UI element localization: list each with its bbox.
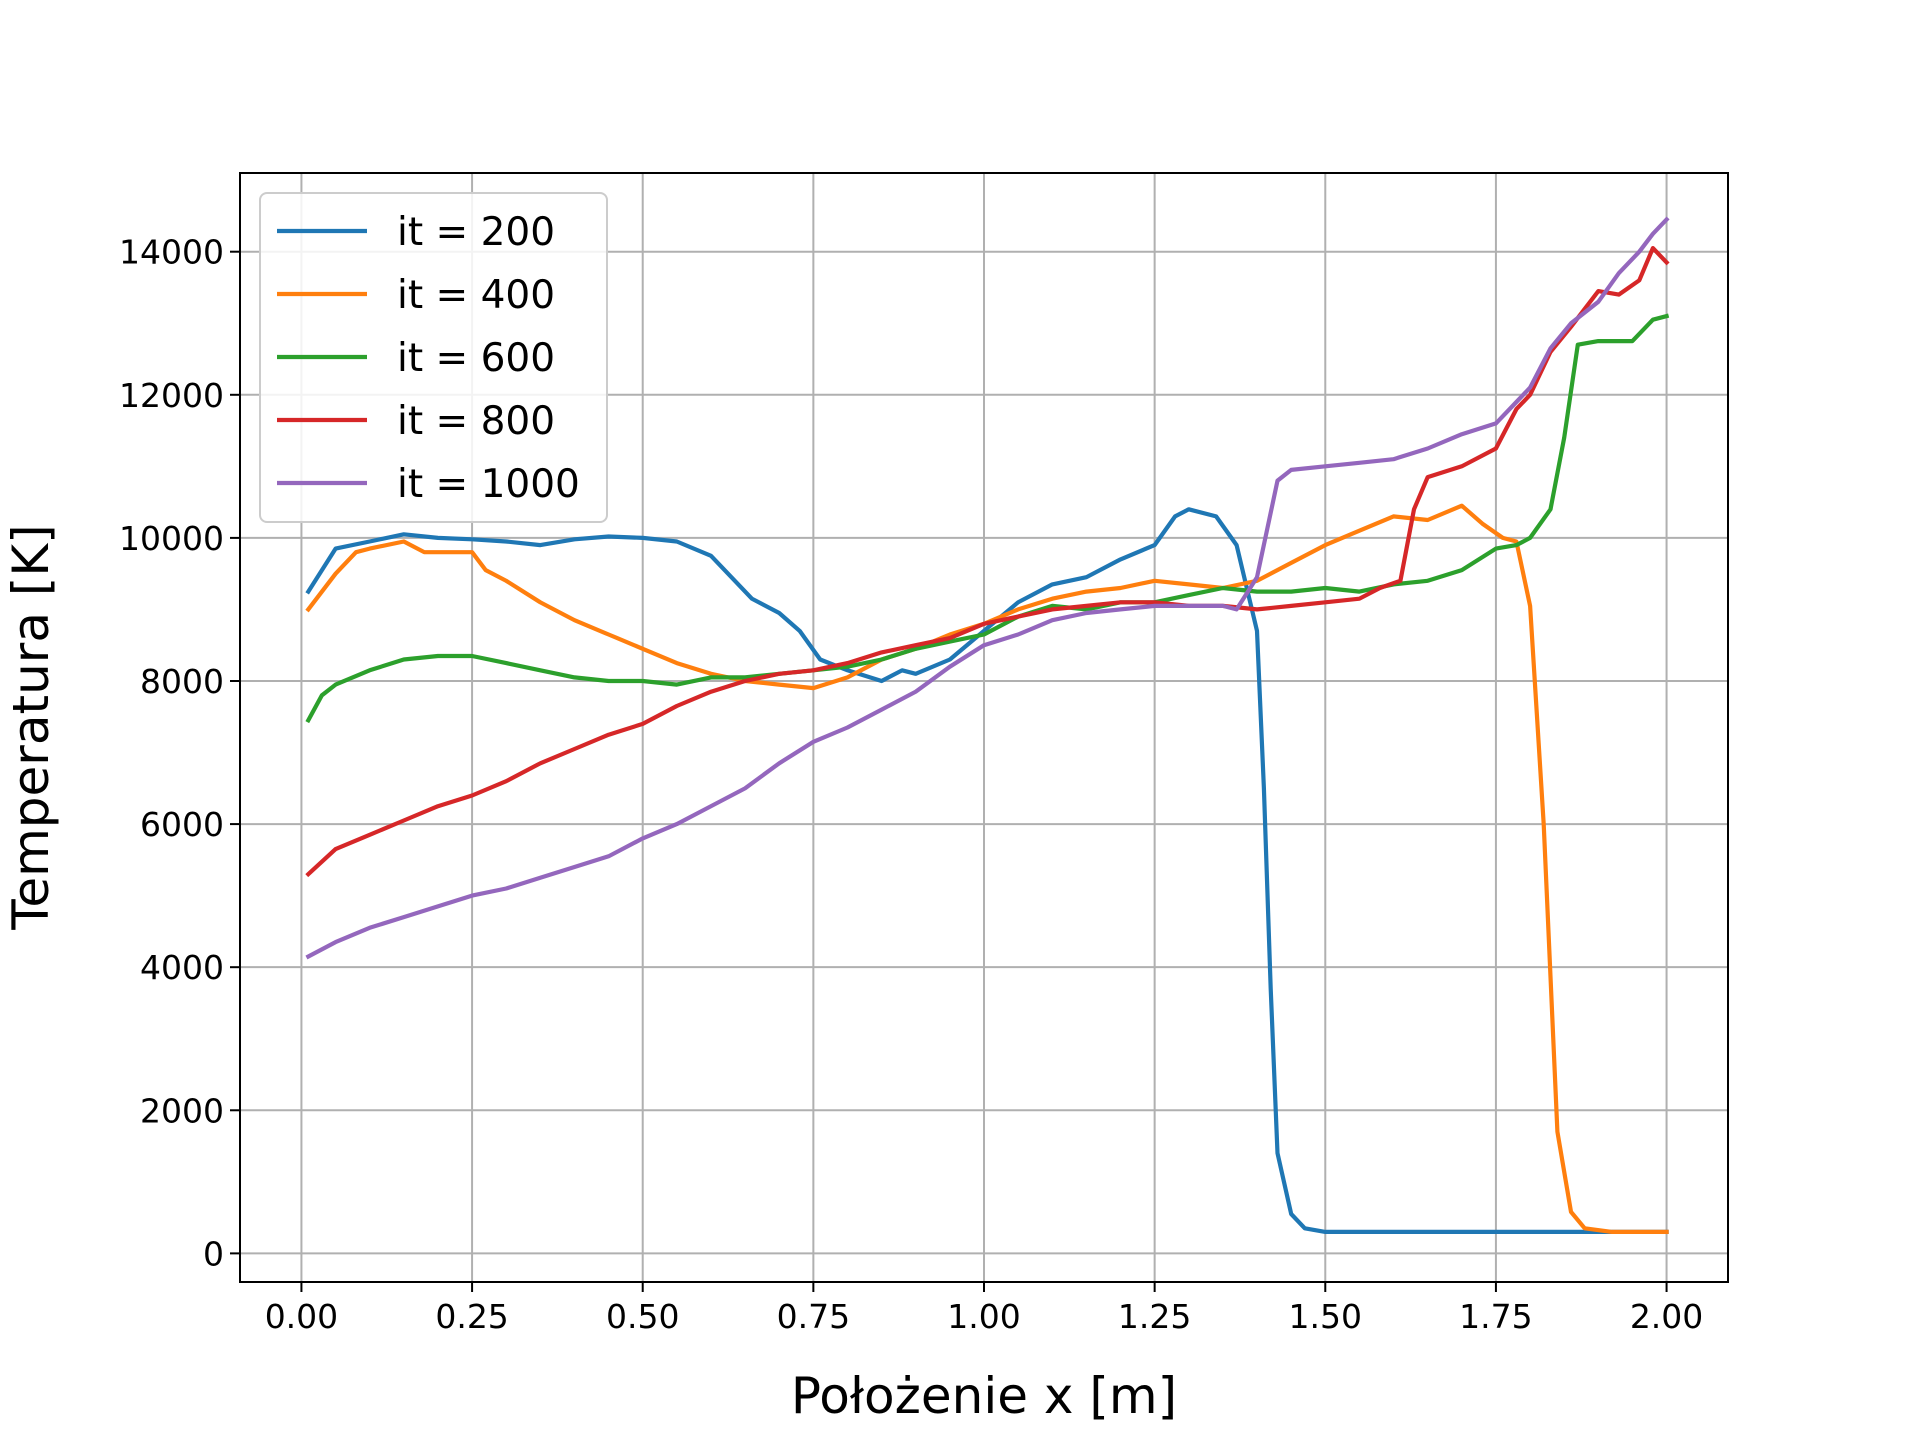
x-tick-label: 2.00 xyxy=(1630,1297,1703,1336)
legend-label: it = 1000 xyxy=(397,462,580,507)
x-tick-label: 0.00 xyxy=(265,1297,338,1336)
y-axis-label: Temperatura [K] xyxy=(2,524,60,930)
y-tick-label: 2000 xyxy=(140,1091,224,1130)
x-tick-label: 0.75 xyxy=(777,1297,850,1336)
legend-label: it = 400 xyxy=(397,273,555,318)
y-tick-label: 4000 xyxy=(140,948,224,987)
x-tick-label: 1.00 xyxy=(947,1297,1020,1336)
x-tick-label: 1.25 xyxy=(1118,1297,1191,1336)
y-tick-label: 10000 xyxy=(119,519,224,558)
x-tick-label: 0.50 xyxy=(606,1297,679,1336)
y-tick-label: 14000 xyxy=(119,233,224,272)
y-tick-label: 6000 xyxy=(140,805,224,844)
x-axis-label: Położenie x [m] xyxy=(791,1367,1177,1425)
legend: it = 200 it = 400 it = 600 it = 800 it = 100… xyxy=(260,193,607,522)
y-tick-label: 12000 xyxy=(119,376,224,415)
legend-label: it = 600 xyxy=(397,336,555,381)
y-tick-label: 0 xyxy=(203,1234,224,1273)
legend-label: it = 200 xyxy=(397,210,555,255)
x-tick-label: 0.25 xyxy=(435,1297,508,1336)
legend-label: it = 800 xyxy=(397,399,555,444)
y-tick-label: 8000 xyxy=(140,662,224,701)
x-tick-label: 1.75 xyxy=(1459,1297,1532,1336)
x-tick-label: 1.50 xyxy=(1289,1297,1362,1336)
